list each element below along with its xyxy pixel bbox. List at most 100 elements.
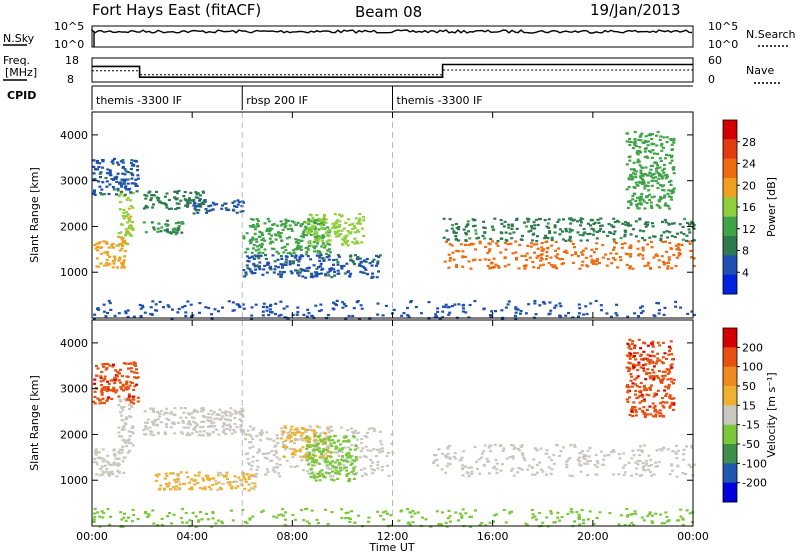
data-gate [117,450,121,453]
data-gate [249,468,253,471]
data-gate [344,237,348,240]
data-gate [637,315,640,318]
data-gate [303,437,307,440]
data-gate [177,421,180,424]
data-gate [644,147,648,150]
data-gate [689,249,693,252]
data-gate [124,416,128,419]
colorbar-band [723,328,737,348]
data-gate [637,150,641,153]
data-gate [315,240,319,243]
data-gate [186,476,190,479]
data-gate [193,426,197,429]
data-gate [106,461,110,464]
data-gate [311,464,315,467]
data-gate [588,232,592,235]
data-gate [626,206,630,209]
data-gate [253,232,257,235]
data-gate [546,237,550,240]
data-gate [103,388,107,391]
nsky-tick-bottom: 10^0 [54,38,84,51]
data-gate [116,172,120,175]
data-gate [626,391,630,394]
data-gate [665,392,669,395]
data-gate [254,255,258,258]
data-gate [640,192,644,196]
data-gate [353,521,357,524]
data-gate [317,447,321,450]
data-gate [346,511,350,514]
data-gate [121,244,125,248]
data-gate [117,195,121,198]
data-gate [122,425,126,428]
data-gate [316,235,320,238]
data-gate [132,388,136,391]
data-gate [125,398,129,401]
data-gate [169,426,173,429]
data-gate [565,251,569,254]
data-gate [624,223,628,226]
data-gate [146,421,149,424]
data-gate [159,421,163,424]
data-gate [237,476,241,479]
data-gate [613,240,617,243]
data-gate [157,473,161,476]
data-gate [559,450,563,453]
data-gate [663,306,667,309]
data-gate [641,246,645,250]
data-gate [530,227,534,230]
data-gate [281,443,285,446]
data-gate [322,454,326,457]
data-gate [669,340,673,343]
data-gate [500,232,504,235]
data-gate [312,448,316,451]
freq-label: Freq. [3,54,30,67]
data-gate [193,207,197,210]
data-gate [98,515,102,518]
data-gate [165,423,169,426]
data-gate [323,476,327,479]
data-gate [109,379,113,382]
data-gate [326,314,330,317]
data-gate [239,419,243,423]
data-gate [637,338,641,341]
data-gate [134,178,138,181]
colorbar-tick-label: 100 [742,361,763,374]
data-gate [505,457,509,460]
data-gate [504,231,508,234]
data-gate [265,431,269,434]
data-gate [211,431,215,434]
data-gate [448,456,451,459]
data-gate [214,479,218,483]
data-gate [620,243,624,246]
data-gate [317,462,321,465]
data-gate [257,257,261,260]
data-gate [674,244,678,247]
data-gate [261,273,265,276]
data-gate [115,161,119,164]
freq-trace [92,63,693,78]
data-gate [402,312,406,315]
data-gate [681,523,685,526]
data-gate [333,435,337,438]
data-gate [628,357,632,360]
data-gate [687,463,691,466]
data-gate [122,217,126,220]
data-gate [258,261,262,264]
data-gate [300,459,304,462]
data-gate [643,187,647,190]
data-gate [129,381,133,384]
data-gate [589,302,593,305]
data-gate [184,511,188,515]
data-gate [366,431,369,434]
data-gate [318,256,322,259]
data-gate [638,218,642,221]
data-gate [119,411,122,414]
data-gate [332,479,336,482]
data-gate [641,175,645,178]
data-gate [461,250,465,253]
data-gate [121,236,125,240]
data-gate [246,255,249,258]
data-gate [671,450,675,453]
data-gate [376,463,380,466]
